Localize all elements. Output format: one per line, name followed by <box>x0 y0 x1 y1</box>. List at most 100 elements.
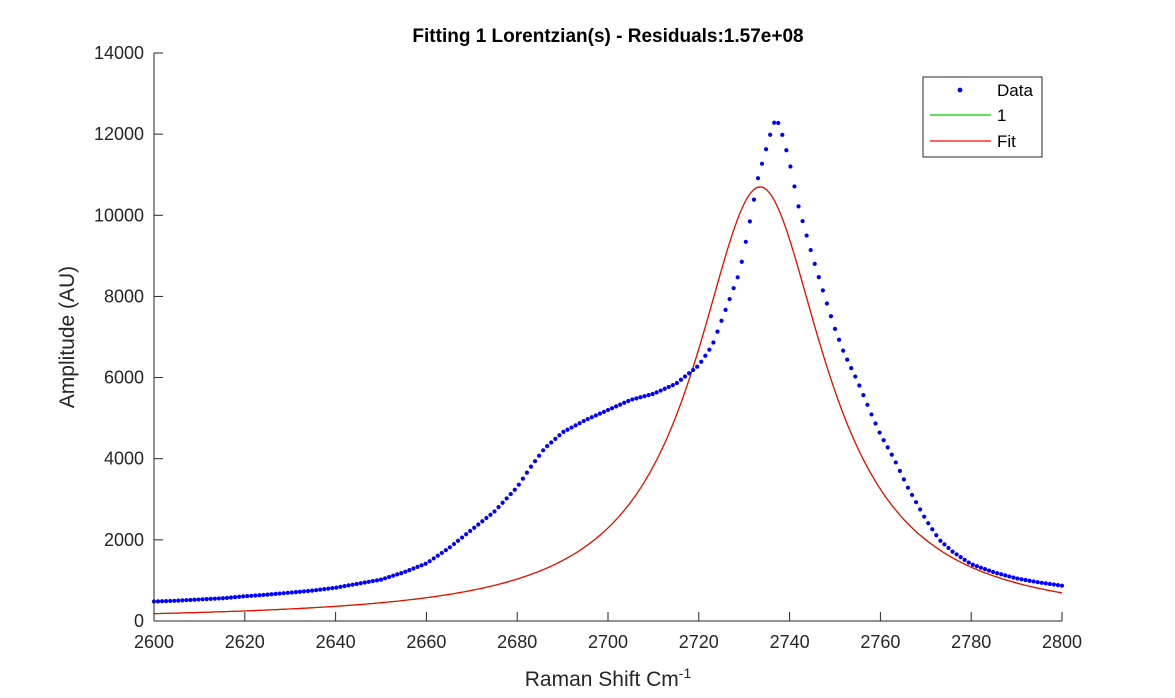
y-tick-label: 4000 <box>104 449 144 469</box>
y-tick-label: 12000 <box>94 124 144 144</box>
x-axis-title: Raman Shift Cm-1 <box>525 665 692 691</box>
data-point <box>861 393 866 398</box>
data-point <box>784 148 789 153</box>
data-point <box>334 585 339 590</box>
data-point <box>176 598 181 603</box>
data-point <box>642 394 647 399</box>
data-point <box>346 583 351 588</box>
data-point <box>1031 579 1036 584</box>
data-point <box>893 460 898 465</box>
data-point <box>739 259 744 264</box>
data-point <box>1051 582 1056 587</box>
data-point <box>930 527 935 532</box>
data-point <box>508 491 513 497</box>
data-point <box>1011 575 1016 580</box>
data-point <box>391 573 396 578</box>
data-point <box>265 592 270 597</box>
data-point <box>524 470 530 475</box>
legend-label-data: Data <box>997 81 1033 100</box>
data-point <box>849 366 854 371</box>
data-point <box>982 567 988 572</box>
data-point <box>342 584 347 589</box>
data-point <box>561 429 566 435</box>
data-point <box>857 383 862 388</box>
axes-layer: 2600 2620 2640 2660 2680 2700 2720 2740 2760 2780… <box>94 43 1082 652</box>
data-point <box>715 329 720 334</box>
legend-label-component-1: 1 <box>997 106 1006 125</box>
data-point <box>581 418 586 424</box>
data-point <box>768 132 773 137</box>
data-point <box>958 555 963 560</box>
data-point <box>593 413 598 418</box>
data-point <box>950 549 955 554</box>
data-point <box>788 164 793 169</box>
data-point <box>253 593 258 598</box>
data-point <box>403 569 408 574</box>
fit-line <box>153 186 1063 615</box>
data-point <box>350 582 355 587</box>
data-point <box>836 337 842 342</box>
data-point <box>630 397 635 402</box>
data-point <box>727 296 732 302</box>
data-point <box>476 522 481 527</box>
data-point <box>301 589 307 594</box>
data-point <box>1039 580 1044 585</box>
data-point <box>431 556 436 561</box>
data-point <box>885 445 890 450</box>
data-point <box>164 598 169 604</box>
data-point <box>366 579 371 584</box>
data-point <box>780 132 785 137</box>
data-point <box>816 275 821 280</box>
x-tick-label: 2680 <box>497 632 537 652</box>
data-point <box>1015 576 1020 581</box>
data-point <box>528 464 534 469</box>
data-point <box>435 553 440 558</box>
data-point <box>468 528 473 534</box>
data-point <box>196 597 201 602</box>
data-point <box>541 448 546 453</box>
data-point <box>192 597 197 602</box>
data-point <box>1043 581 1048 586</box>
data-point <box>585 416 590 422</box>
data-point <box>601 409 607 414</box>
data-point <box>824 301 829 306</box>
data-point <box>828 314 834 319</box>
data-point <box>674 380 680 386</box>
data-point <box>277 591 282 596</box>
data-point <box>241 594 246 599</box>
data-point <box>804 233 809 238</box>
data-point <box>877 430 882 435</box>
data-point <box>881 438 886 443</box>
data-point <box>743 239 748 244</box>
data-point <box>516 482 521 487</box>
chart-title: Fitting 1 Lorentzian(s) - Residuals:1.57… <box>412 26 803 47</box>
data-point <box>853 374 858 379</box>
series-layer <box>151 120 1065 615</box>
data-point <box>455 538 461 543</box>
data-point <box>909 492 915 498</box>
data-point <box>285 590 290 595</box>
x-tick-label: 2740 <box>770 632 810 652</box>
data-point <box>504 496 509 501</box>
data-point <box>999 572 1004 577</box>
data-point <box>496 505 501 510</box>
data-point <box>232 595 238 600</box>
data-point <box>395 572 400 577</box>
data-point <box>845 357 850 362</box>
data-point <box>703 353 708 358</box>
x-tick-label: 2780 <box>951 632 991 652</box>
data-point <box>897 468 902 473</box>
data-point <box>800 218 805 224</box>
data-point <box>662 386 667 391</box>
data-point <box>407 567 412 573</box>
data-point <box>869 412 874 417</box>
data-point <box>707 347 712 352</box>
data-point <box>942 542 947 547</box>
data-point <box>273 591 278 597</box>
data-point <box>970 562 975 567</box>
data-point <box>293 589 298 595</box>
data-point <box>180 598 185 603</box>
data-point <box>188 597 193 603</box>
data-point <box>269 592 274 597</box>
data-point <box>841 348 846 353</box>
